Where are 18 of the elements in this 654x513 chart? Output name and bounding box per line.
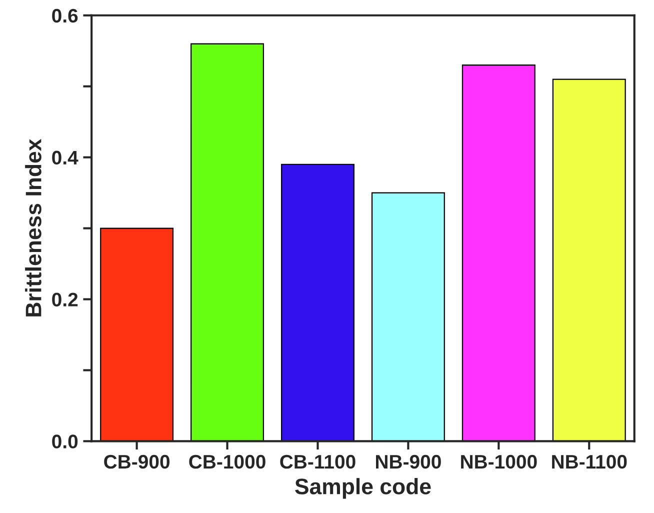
bar: [190, 43, 264, 442]
y-tick-label: 0.2: [52, 292, 78, 306]
x-tick-label: NB-1000: [461, 454, 537, 469]
bar: [100, 228, 174, 442]
y-tick-label: 0.0: [52, 434, 78, 448]
x-tick-label: CB-1100: [280, 454, 356, 469]
bar: [552, 78, 626, 442]
y-axis-title: Brittleness Index: [25, 138, 42, 316]
y-tick-label: 0.6: [52, 8, 78, 23]
bar: [462, 64, 536, 442]
x-tick-label: NB-1100: [552, 454, 627, 469]
x-axis-title: Sample code: [295, 478, 431, 499]
bar: [280, 164, 354, 442]
x-tick-label: CB-900: [104, 454, 170, 469]
x-tick-label: CB-1000: [189, 454, 266, 469]
bar: [371, 192, 445, 442]
x-tick-label: NB-900: [376, 454, 441, 469]
y-tick-label: 0.4: [52, 150, 78, 165]
